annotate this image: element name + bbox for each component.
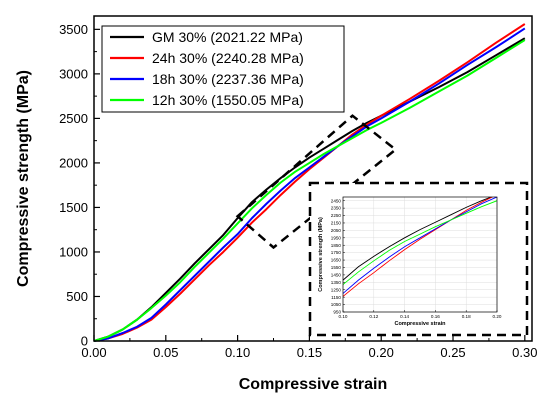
inset-y-tick-label: 1150 (331, 295, 341, 300)
y-tick-label: 3500 (59, 22, 88, 37)
inset-y-tick-label: 2250 (331, 213, 342, 218)
inset-y-tick-label: 2350 (331, 206, 342, 211)
inset-y-tick-label: 1250 (331, 287, 342, 292)
x-tick-label: 0.25 (440, 345, 465, 360)
x-tick-label: 0.00 (81, 345, 106, 360)
y-axis-title: Compressive strength (MPa) (15, 70, 32, 287)
plot-frame (93, 15, 533, 342)
inset-y-tick-label: 2150 (331, 221, 342, 226)
x-axis-title: Compressive strain (239, 376, 388, 393)
inset-y-tick-label: 1550 (331, 265, 342, 270)
y-tick-label: 2000 (59, 155, 88, 170)
inset-x-tick-label: 0.12 (369, 314, 378, 319)
highlight-group (235, 114, 398, 250)
inset-y-axis-title: Compressive strength (MPa) (318, 217, 324, 292)
y-tick-label: 2500 (59, 111, 88, 126)
inset-y-tick-label: 1950 (331, 235, 342, 240)
inset-frame (342, 196, 498, 313)
series-line-2 (93, 27, 526, 342)
y-tick-label: 0 (81, 334, 88, 349)
legend-label-1: 24h 30% (2240.28 MPa) (152, 50, 304, 66)
inset-y-tick-label: 2050 (331, 228, 342, 233)
legend-label-3: 12h 30% (1550.05 MPa) (152, 92, 304, 108)
inset-x-tick-label: 0.14 (400, 314, 409, 319)
inset-y-tick-label: 2450 (331, 198, 342, 203)
x-tick-label: 0.30 (512, 345, 537, 360)
inset-x-axis-title: Compressive strain (394, 321, 446, 327)
x-tick-label: 0.15 (297, 345, 322, 360)
y-tick-label: 1500 (59, 200, 88, 215)
inset-x-tick-label: 0.16 (431, 314, 440, 319)
inset-series-line-0 (343, 197, 493, 281)
highlight-box (235, 114, 398, 250)
inset-y-tick-label: 950 (333, 310, 341, 315)
y-tick-label: 1000 (59, 244, 88, 259)
series-line-1 (93, 23, 526, 342)
legend-box (101, 25, 345, 113)
y-tick-label: 3000 (59, 66, 88, 81)
inset-x-tick-label: 0.18 (462, 314, 471, 319)
inset-series-line-1 (343, 197, 494, 297)
inset-y-tick-label: 1850 (331, 243, 342, 248)
x-tick-label: 0.10 (225, 345, 250, 360)
y-tick-label: 500 (66, 289, 88, 304)
inset-x-tick-label: 0.20 (493, 314, 502, 319)
inset-group: 0.10 0.12 0.14 0.16 0.18 0.20 950 1050 1150 1250 1… (308, 181, 529, 337)
inset-series-group (343, 197, 497, 297)
series-line-3 (93, 39, 526, 342)
inset-y-tick-label: 1750 (331, 250, 342, 255)
inset-series-line-3 (343, 200, 497, 286)
x-tick-label: 0.05 (153, 345, 178, 360)
inset-y-tick-label: 1450 (331, 273, 342, 278)
inset-x-tick-label: 0.10 (339, 314, 348, 319)
inset-series-line-2 (343, 197, 497, 295)
x-tick-label: 0.20 (369, 345, 394, 360)
inset-y-tick-label: 1350 (331, 280, 342, 285)
inset-y-tick-label: 1650 (331, 258, 342, 263)
axes-group: 0.00 0.05 0.10 0.15 0.20 0.25 0.30 0 500 1000 1500… (15, 15, 537, 393)
legend-label-2: 18h 30% (2237.36 MPa) (152, 71, 304, 87)
inset-y-tick-label: 1050 (331, 302, 342, 307)
legend: GM 30% (2021.22 MPa) 24h 30% (2240.28 MPa… (101, 25, 345, 113)
legend-label-0: GM 30% (2021.22 MPa) (152, 29, 303, 45)
